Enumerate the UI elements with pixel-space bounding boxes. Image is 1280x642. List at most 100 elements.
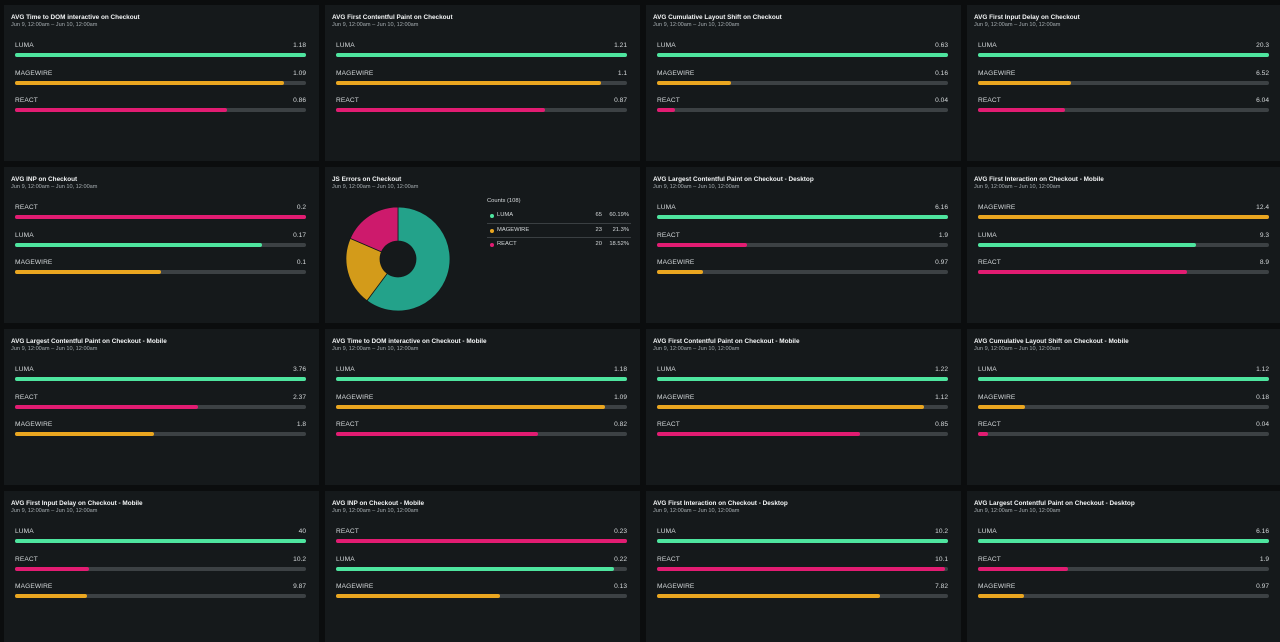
- bar-row[interactable]: LUMA 0.22: [336, 556, 627, 578]
- chart-panel[interactable]: AVG First Contentful Paint on Checkout -…: [646, 329, 961, 485]
- bar-row[interactable]: MAGEWIRE 1.1: [336, 70, 627, 92]
- donut-chart[interactable]: [338, 197, 458, 317]
- bar-label: LUMA: [978, 231, 997, 239]
- bar-row[interactable]: REACT 1.9: [978, 556, 1269, 578]
- chart-panel[interactable]: AVG Time to DOM interactive on Checkout J…: [4, 5, 319, 161]
- bar-row[interactable]: REACT 0.04: [657, 97, 948, 119]
- bar-row[interactable]: MAGEWIRE 0.97: [657, 259, 948, 281]
- bar-label: REACT: [15, 393, 38, 401]
- bar-row[interactable]: REACT 2.37: [15, 394, 306, 416]
- bar-row[interactable]: LUMA 0.63: [657, 42, 948, 64]
- chart-panel[interactable]: AVG Cumulative Layout Shift on Checkout J…: [646, 5, 961, 161]
- bar-value: 9.3: [1259, 231, 1269, 239]
- bar-value: 0.04: [935, 97, 948, 104]
- bar-row[interactable]: MAGEWIRE 7.82: [657, 583, 948, 605]
- bar-row[interactable]: REACT 6.04: [978, 97, 1269, 119]
- bar-row[interactable]: MAGEWIRE 1.09: [15, 70, 306, 92]
- bar-fill: [15, 53, 306, 57]
- bar-row[interactable]: REACT 10.1: [657, 556, 948, 578]
- bar-track: [657, 108, 948, 112]
- bar-row[interactable]: MAGEWIRE 1.09: [336, 394, 627, 416]
- bar-value: 1.18: [614, 366, 627, 373]
- donut-slice-luma[interactable]: [366, 206, 451, 312]
- bar-row[interactable]: REACT 8.9: [978, 259, 1269, 281]
- panel-date-range: Jun 9, 12:00am – Jun 10, 12:00am: [332, 184, 419, 190]
- bar-row[interactable]: REACT 0.82: [336, 421, 627, 443]
- bar-row[interactable]: REACT 0.87: [336, 97, 627, 119]
- legend-row[interactable]: MAGEWIRE 23 21.3%: [487, 223, 631, 237]
- chart-panel[interactable]: AVG First Contentful Paint on Checkout Ju…: [325, 5, 640, 161]
- bar-track: [657, 215, 948, 219]
- chart-panel[interactable]: AVG First Interaction on Checkout - Mobi…: [967, 167, 1280, 323]
- panel-title: AVG Cumulative Layout Shift on Checkout …: [974, 338, 1129, 345]
- bar-fill: [15, 566, 90, 571]
- chart-panel[interactable]: AVG INP on Checkout Jun 9, 12:00am – Jun …: [4, 167, 319, 323]
- bar-row[interactable]: MAGEWIRE 0.97: [978, 583, 1269, 605]
- bar-track: [15, 53, 306, 57]
- bar-value: 1.9: [938, 231, 948, 239]
- bar-fill: [657, 539, 948, 543]
- panel-date-range: Jun 9, 12:00am – Jun 10, 12:00am: [11, 22, 98, 28]
- bar-row[interactable]: LUMA 0.17: [15, 232, 306, 254]
- bar-row[interactable]: MAGEWIRE 0.1: [15, 259, 306, 281]
- bar-row[interactable]: LUMA 40: [15, 528, 306, 550]
- chart-panel[interactable]: AVG Largest Contentful Paint on Checkout…: [4, 329, 319, 485]
- legend-row[interactable]: REACT 20 18.52%: [487, 237, 631, 251]
- chart-panel[interactable]: AVG Time to DOM interactive on Checkout …: [325, 329, 640, 485]
- chart-panel[interactable]: AVG First Interaction on Checkout - Desk…: [646, 491, 961, 642]
- bar-row[interactable]: LUMA 20.3: [978, 42, 1269, 64]
- bar-row[interactable]: MAGEWIRE 0.13: [336, 583, 627, 605]
- chart-panel[interactable]: AVG Cumulative Layout Shift on Checkout …: [967, 329, 1280, 485]
- legend-count: 65: [595, 212, 602, 218]
- chart-panel[interactable]: AVG INP on Checkout - Mobile Jun 9, 12:00…: [325, 491, 640, 642]
- bar-value: 0.87: [614, 97, 627, 104]
- chart-panel[interactable]: AVG Largest Contentful Paint on Checkout…: [967, 491, 1280, 642]
- bar-row[interactable]: LUMA 6.16: [978, 528, 1269, 550]
- bar-row[interactable]: MAGEWIRE 1.12: [657, 394, 948, 416]
- bar-row[interactable]: MAGEWIRE 9.87: [15, 583, 306, 605]
- bar-row[interactable]: LUMA 1.12: [978, 366, 1269, 388]
- bar-row[interactable]: REACT 0.85: [657, 421, 948, 443]
- legend-row[interactable]: LUMA 65 60.19%: [487, 209, 631, 223]
- bar-track: [657, 566, 948, 571]
- bar-row[interactable]: LUMA 10.2: [657, 528, 948, 550]
- bar-row[interactable]: LUMA 6.16: [657, 204, 948, 226]
- chart-panel[interactable]: AVG Largest Contentful Paint on Checkout…: [646, 167, 961, 323]
- bar-row[interactable]: LUMA 9.3: [978, 232, 1269, 254]
- chart-panel[interactable]: JS Errors on Checkout Jun 9, 12:00am – Ju…: [325, 167, 640, 323]
- bar-fill: [978, 539, 1269, 543]
- bar-label: MAGEWIRE: [657, 393, 695, 401]
- bar-row[interactable]: LUMA 1.18: [336, 366, 627, 388]
- bar-value: 1.8: [296, 421, 306, 428]
- bar-row[interactable]: LUMA 1.18: [15, 42, 306, 64]
- bar-row[interactable]: LUMA 3.76: [15, 366, 306, 388]
- bar-value: 0.16: [935, 69, 948, 77]
- bar-row[interactable]: MAGEWIRE 1.8: [15, 421, 306, 443]
- bar-fill: [15, 242, 263, 247]
- legend-label: MAGEWIRE: [497, 227, 530, 233]
- bar-row[interactable]: REACT 1.9: [657, 232, 948, 254]
- panel-date-range: Jun 9, 12:00am – Jun 10, 12:00am: [11, 184, 98, 190]
- bar-row[interactable]: REACT 0.23: [336, 528, 627, 550]
- bar-row[interactable]: MAGEWIRE 6.52: [978, 70, 1269, 92]
- bar-track: [15, 404, 306, 409]
- bar-row[interactable]: REACT 0.86: [15, 97, 306, 119]
- bar-label: LUMA: [978, 366, 997, 373]
- bar-row[interactable]: LUMA 1.21: [336, 42, 627, 64]
- bar-row[interactable]: REACT 0.2: [15, 204, 306, 226]
- donut-slice-magewire[interactable]: [345, 237, 388, 302]
- donut-slice-react[interactable]: [349, 206, 399, 253]
- bar-row[interactable]: REACT 10.2: [15, 556, 306, 578]
- bar-value: 0.22: [614, 555, 627, 563]
- chart-panel[interactable]: AVG First Input Delay on Checkout Jun 9, …: [967, 5, 1280, 161]
- bar-fill: [978, 377, 1269, 381]
- bar-row[interactable]: MAGEWIRE 0.16: [657, 70, 948, 92]
- bar-row[interactable]: MAGEWIRE 0.18: [978, 394, 1269, 416]
- chart-panel[interactable]: AVG First Input Delay on Checkout - Mobi…: [4, 491, 319, 642]
- bar-track: [657, 404, 948, 409]
- bar-row[interactable]: REACT 0.04: [978, 421, 1269, 443]
- bar-row[interactable]: LUMA 1.22: [657, 366, 948, 388]
- bar-fill: [15, 404, 199, 409]
- bar-track: [15, 270, 306, 274]
- bar-row[interactable]: MAGEWIRE 12.4: [978, 204, 1269, 226]
